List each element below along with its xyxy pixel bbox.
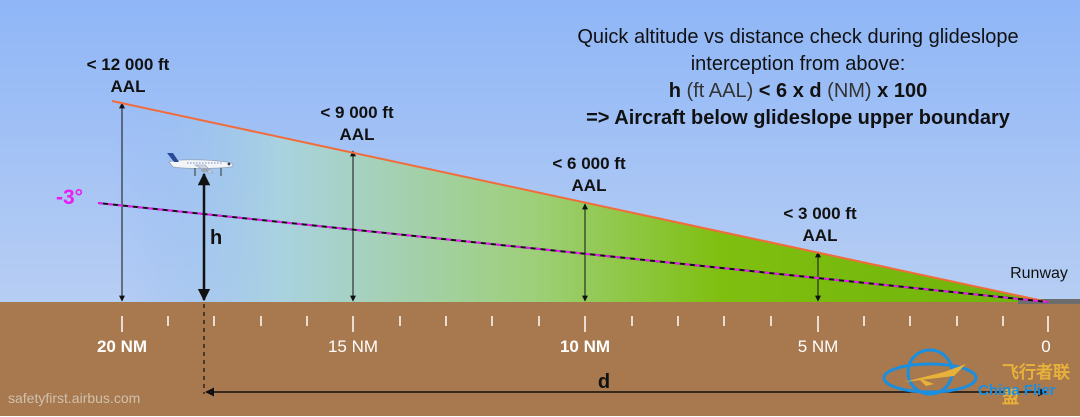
- altitude-value: < 3 000 ft: [783, 204, 857, 223]
- note-line-1: Quick altitude vs distance check during …: [577, 26, 1019, 48]
- axis-label-15nm: 15 NM: [327, 337, 379, 356]
- altitude-unit: AAL: [571, 176, 607, 195]
- altitude-label-15nm: < 9 000 ft AAL: [320, 102, 393, 146]
- distance-symbol: d: [597, 371, 611, 393]
- formula-h: h: [668, 80, 681, 102]
- axis-label-5nm: 5 NM: [797, 337, 839, 356]
- axis-label-20nm: 20 NM: [96, 337, 148, 356]
- altitude-value: < 6 000 ft: [552, 154, 626, 173]
- watermark-english: China Flier: [978, 382, 1056, 399]
- upper-boundary-line: [111, 100, 1049, 303]
- axis-label-10nm: 10 NM: [559, 337, 611, 356]
- runway-label: Runway: [1010, 265, 1068, 282]
- altitude-label-5nm: < 3 000 ft AAL: [783, 203, 856, 247]
- altitude-unit: AAL: [339, 125, 375, 144]
- height-symbol: h: [210, 227, 223, 249]
- formula-unit-ft: (ft AAL): [680, 80, 759, 102]
- note-line-2: interception from above:: [690, 53, 906, 75]
- note-line-4: => Aircraft below glideslope upper bound…: [586, 107, 1010, 129]
- glideslope-angle-label: -3°: [56, 186, 84, 209]
- website-credit[interactable]: safetyfirst.airbus.com: [8, 390, 141, 406]
- formula-end: x 100: [877, 80, 928, 102]
- rule-of-thumb-note: Quick altitude vs distance check during …: [518, 24, 1078, 132]
- altitude-unit: AAL: [110, 77, 146, 96]
- ground: [0, 302, 1080, 416]
- glideslope-line: [97, 202, 1049, 303]
- altitude-value: < 12 000 ft: [86, 55, 170, 74]
- watermark-chinese: 飞行者联盟: [1002, 363, 1070, 408]
- runway-strip: [1018, 299, 1080, 304]
- formula-unit-nm: (NM): [821, 80, 878, 102]
- formula-core: < 6 x d: [758, 80, 822, 102]
- airport-logo-icon: [874, 342, 1080, 412]
- altitude-label-20nm: < 12 000 ft AAL: [87, 54, 170, 98]
- distance-axis-ticks: [121, 316, 1049, 332]
- note-formula: h (ft AAL) < 6 x d (NM) x 100: [518, 78, 1078, 105]
- altitude-label-10nm: < 6 000 ft AAL: [552, 153, 625, 197]
- altitude-value: < 9 000 ft: [320, 103, 394, 122]
- axis-label-0nm: 0: [1041, 337, 1051, 356]
- aircraft-icon: [167, 153, 234, 176]
- altitude-unit: AAL: [802, 226, 838, 245]
